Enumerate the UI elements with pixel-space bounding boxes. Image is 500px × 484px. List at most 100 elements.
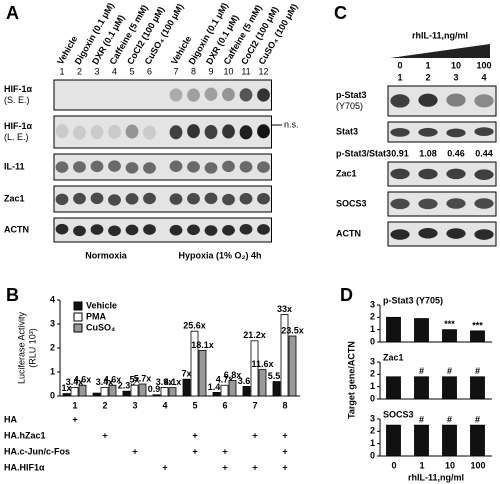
bar-annotation: 5.7x [134, 373, 152, 383]
construct-mark: + [282, 446, 287, 456]
y-tick-label: 1 [50, 366, 55, 376]
blot-band [204, 124, 218, 140]
x-tick-label: 5 [192, 400, 197, 410]
blot-band [73, 161, 86, 173]
dose-label: 10 [451, 60, 461, 70]
bar [92, 392, 101, 397]
blot-band [90, 160, 104, 173]
y-tick-label: 0 [370, 336, 375, 346]
bar [442, 376, 457, 400]
construct-mark: + [72, 414, 77, 424]
construct-mark: + [282, 462, 287, 472]
blot-band [390, 127, 410, 137]
y-tick-label: 3 [50, 318, 55, 328]
lane-number: 8 [191, 66, 196, 76]
construct-mark: + [282, 430, 287, 440]
bar-annotation: 2.3x [118, 381, 136, 391]
blot-band [446, 168, 466, 180]
blot-band [73, 192, 86, 205]
dose-label: 0 [397, 60, 402, 70]
bar [152, 394, 161, 397]
bar-annotation: *** [444, 319, 455, 329]
bar-annotation: # [419, 415, 424, 425]
blot-band [204, 225, 218, 236]
blot-band [390, 168, 410, 180]
ratio-value: 0.46 [447, 148, 465, 158]
row-label: ACTN [336, 228, 361, 238]
y-tick-label: 2 [370, 426, 375, 436]
blot-band [257, 161, 270, 173]
bar [62, 393, 71, 397]
construct-mark: + [192, 430, 197, 440]
lane-number: 12 [258, 66, 268, 76]
bar [414, 318, 429, 343]
ratio-value: 0.91 [391, 148, 409, 158]
lane-number: 4 [112, 66, 117, 76]
legend-label: Vehicle [86, 300, 117, 310]
row-label: Zac1 [4, 193, 25, 203]
blot-band [143, 125, 156, 140]
blot-band [169, 125, 183, 140]
axis-label: Target gene/ACTN [346, 341, 356, 419]
ratio-value: 1.08 [419, 148, 437, 158]
bar-annotation: 4.6x [74, 375, 92, 385]
blot-band [187, 88, 200, 102]
blot-band [187, 124, 200, 139]
bar [78, 384, 87, 397]
blot-band [125, 193, 139, 205]
blot-band [169, 224, 183, 236]
bar [182, 378, 191, 397]
lane-number: 1 [59, 66, 64, 76]
blot-band [257, 192, 270, 205]
blot-strip [53, 79, 272, 111]
bar [442, 329, 457, 343]
blot-band [143, 162, 156, 174]
blot-band [108, 225, 121, 237]
blot-band [418, 227, 438, 239]
blot-band [257, 124, 270, 139]
lane-number: 2 [425, 72, 430, 82]
bar [280, 313, 289, 397]
bar [242, 385, 251, 397]
blot-band [187, 161, 200, 173]
bar [414, 424, 429, 457]
blot-band [239, 192, 253, 205]
blot-band [169, 193, 183, 205]
blot-band [55, 161, 69, 173]
construct-name: HA.hZac1 [4, 430, 46, 440]
bar [190, 330, 199, 397]
blot-band [169, 160, 183, 172]
blot-band [474, 127, 494, 137]
blot-band [204, 192, 218, 205]
bar-annotation: 5x [129, 375, 139, 385]
bar-annotation: *** [472, 320, 483, 330]
bar [108, 384, 117, 397]
blot-strip [53, 217, 272, 243]
row-label: (Y705) [336, 101, 363, 111]
bar [288, 335, 297, 397]
y-tick-label: 2 [370, 312, 375, 322]
bar-annotation: 4.7x [216, 375, 234, 385]
y-tick-label: 0 [50, 390, 55, 400]
blot-band [55, 223, 69, 235]
bar [100, 387, 109, 397]
construct-name: HA.HIF1α [4, 462, 45, 472]
y-tick-label: 0 [370, 393, 375, 403]
lane-number: 10 [223, 66, 233, 76]
dose-label: 1 [425, 60, 430, 70]
x-tick-label: 3 [132, 400, 137, 410]
row-label: HIF-1α [4, 84, 33, 94]
y-tick-label: 1 [370, 324, 375, 334]
bar-annotation: # [447, 366, 452, 376]
dose-wedge [390, 44, 490, 58]
row-label: ACTN [4, 224, 29, 234]
blot-band [125, 162, 139, 174]
construct-mark: + [132, 446, 137, 456]
bar [160, 387, 169, 397]
x-tick-label: 100 [470, 460, 485, 470]
blot-band [204, 87, 218, 101]
x-tick-label: 1 [72, 400, 77, 410]
row-label: Stat3 [336, 126, 358, 136]
lane-number: 9 [208, 66, 213, 76]
